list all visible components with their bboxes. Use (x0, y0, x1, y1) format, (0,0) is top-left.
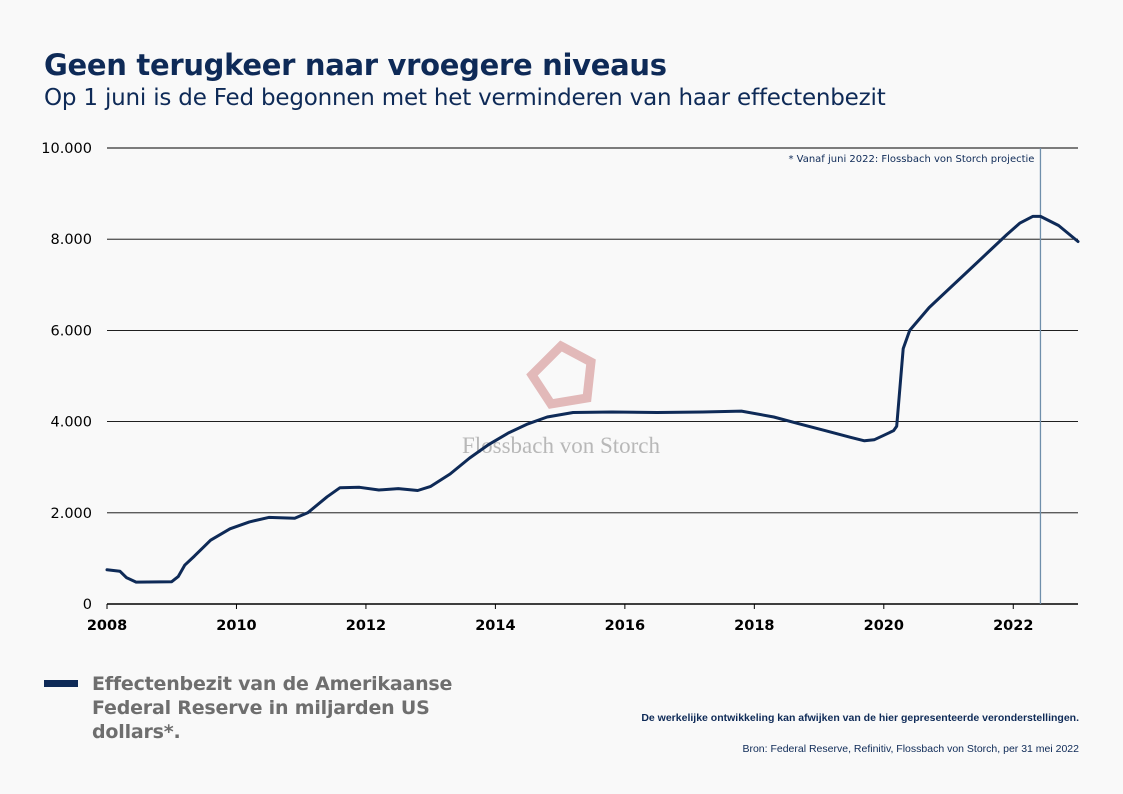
y-tick-label: 2.000 (50, 506, 92, 522)
x-tick-label: 2014 (475, 618, 515, 634)
y-tick-label: 4.000 (50, 415, 92, 431)
watermark-text: Flossbach von Storch (462, 433, 661, 458)
disclaimer-text: De werkelijke ontwikkeling kan afwijken … (641, 712, 1079, 724)
page-title: Geen terugkeer naar vroegere niveaus (44, 48, 667, 82)
legend: Effectenbezit van de Amerikaanse Federal… (44, 672, 512, 744)
x-tick-label: 2020 (864, 618, 904, 634)
page-subtitle: Op 1 juni is de Fed begonnen met het ver… (44, 85, 886, 111)
x-tick-label: 2008 (87, 618, 127, 634)
y-tick-label: 0 (83, 597, 92, 613)
x-tick-label: 2016 (605, 618, 645, 634)
projection-note: * Vanaf juni 2022: Flossbach von Storch … (788, 154, 1034, 165)
x-tick-label: 2018 (734, 618, 774, 634)
source-text: Bron: Federal Reserve, Refinitiv, Flossb… (742, 743, 1079, 755)
x-tick-label: 2010 (216, 618, 256, 634)
y-tick-label: 8.000 (50, 232, 92, 248)
y-tick-label: 10.000 (41, 141, 92, 157)
x-tick-label: 2022 (993, 618, 1033, 634)
watermark: Flossbach von Storch (462, 340, 661, 458)
pentagon-logo-icon (526, 340, 596, 409)
legend-label: Effectenbezit van de Amerikaanse Federal… (92, 673, 453, 743)
line-chart: Flossbach von Storch * Vanaf juni 2022: … (41, 141, 1080, 634)
series-line (105, 214, 1080, 584)
x-tick-label: 2012 (346, 618, 386, 634)
y-tick-label: 6.000 (50, 323, 92, 339)
legend-swatch (44, 680, 78, 687)
